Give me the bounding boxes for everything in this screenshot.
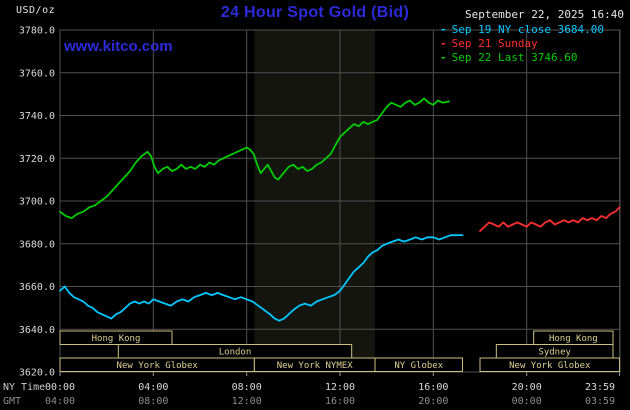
x-tick-label: 12:00 bbox=[325, 382, 355, 393]
series-line-sep22-last bbox=[59, 97, 450, 220]
legend-item-label: Sep 21 Sunday bbox=[451, 37, 538, 50]
x-tick-label: 00:00 bbox=[45, 382, 75, 393]
legend-item-label: Sep 19 NY close 3684.00 bbox=[451, 23, 604, 36]
session-box bbox=[374, 357, 463, 372]
x-tick-label: 04:00 bbox=[45, 396, 75, 407]
y-tick-label: 3660.0 bbox=[19, 282, 55, 293]
x-tick-label: 20:00 bbox=[512, 382, 542, 393]
y-tick-label: 3700.0 bbox=[19, 197, 55, 208]
legend-item-sep22: - Sep 22 Last 3746.60 bbox=[440, 51, 604, 65]
x-tick-label: 03:59 bbox=[585, 396, 615, 407]
session-label: New York Globex bbox=[117, 361, 199, 371]
axis-row-title: NY Time bbox=[3, 382, 45, 393]
x-tick-label: 08:00 bbox=[138, 396, 168, 407]
x-tick-label: 00:00 bbox=[512, 396, 542, 407]
chart-legend: - Sep 19 NY close 3684.00 - Sep 21 Sunday … bbox=[440, 23, 604, 65]
y-tick-label: 3620.0 bbox=[19, 368, 55, 379]
legend-dash-icon: - bbox=[440, 37, 447, 50]
series-line-sep21-sunday bbox=[479, 206, 621, 232]
axis-row-title: GMT bbox=[3, 396, 21, 407]
y-tick-label: 3740.0 bbox=[19, 111, 55, 122]
x-tick-label: 16:00 bbox=[418, 382, 448, 393]
datetime-label: September 22, 2025 16:40 bbox=[465, 8, 624, 21]
y-tick-label: 3640.0 bbox=[19, 325, 55, 336]
session-label: Sydney bbox=[538, 348, 571, 358]
x-tick-label: 16:00 bbox=[325, 396, 355, 407]
legend-dash-icon: - bbox=[440, 23, 447, 36]
x-tick-label: 23:59 bbox=[585, 382, 615, 393]
y-tick-label: 3680.0 bbox=[19, 239, 55, 250]
page-title: 24 Hour Spot Gold (Bid) bbox=[220, 4, 410, 21]
legend-item-sep19: - Sep 19 NY close 3684.00 bbox=[440, 23, 604, 37]
y-tick-label: 3760.0 bbox=[19, 68, 55, 79]
legend-dash-icon: - bbox=[440, 51, 447, 64]
session-box bbox=[59, 330, 173, 345]
session-label: London bbox=[219, 348, 252, 358]
x-tick-label: 04:00 bbox=[138, 382, 168, 393]
x-tick-label: 12:00 bbox=[232, 396, 262, 407]
units-label: USD/oz bbox=[16, 5, 56, 16]
session-label: Hong Kong bbox=[549, 334, 598, 344]
legend-item-sep21: - Sep 21 Sunday bbox=[440, 37, 604, 51]
series-line-sep19-ny-close bbox=[59, 234, 464, 322]
session-label: New York NYMEX bbox=[277, 361, 353, 371]
session-label: New York Globex bbox=[509, 361, 591, 371]
y-tick-label: 3720.0 bbox=[19, 154, 55, 165]
y-tick-label: 3780.0 bbox=[19, 26, 55, 37]
legend-item-label: Sep 22 Last 3746.60 bbox=[451, 51, 578, 64]
kitco-link[interactable]: www.kitco.com bbox=[64, 38, 173, 55]
x-tick-label: 08:00 bbox=[232, 382, 262, 393]
session-box bbox=[479, 357, 621, 372]
session-label: Hong Kong bbox=[92, 334, 141, 344]
session-label: NY Globex bbox=[394, 361, 443, 371]
x-tick-label: 20:00 bbox=[418, 396, 448, 407]
